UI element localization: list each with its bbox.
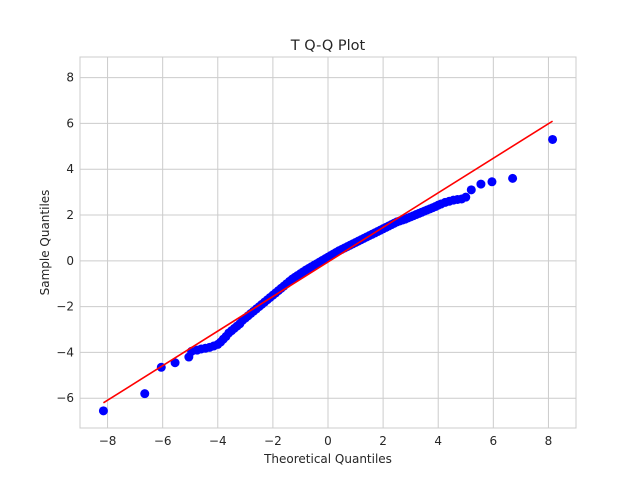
x-tick-label: −4 (209, 434, 227, 448)
sample-point (98, 406, 108, 416)
sample-point (548, 134, 558, 144)
x-axis-label: Theoretical Quantiles (263, 452, 392, 466)
x-tick-labels: −8 −6 −4 −2 0 2 4 6 8 (99, 434, 553, 448)
x-tick-label: 8 (545, 434, 553, 448)
sample-point (508, 173, 518, 183)
y-tick-label: −2 (56, 300, 74, 314)
x-tick-label: −6 (154, 434, 172, 448)
y-tick-label: 8 (66, 71, 74, 85)
reference-line (102, 120, 554, 404)
x-tick-label: −8 (99, 434, 117, 448)
reference-line-group (102, 120, 554, 404)
sample-point (466, 185, 476, 195)
y-tick-label: 0 (66, 254, 74, 268)
chart-title: T Q-Q Plot (290, 38, 366, 54)
y-tick-label: −4 (56, 345, 74, 359)
x-grid-lines (107, 57, 549, 428)
sample-point (476, 179, 486, 189)
sample-point (170, 358, 180, 368)
y-tick-label: 4 (66, 162, 74, 176)
x-tick-label: 2 (379, 434, 387, 448)
x-tick-label: −2 (264, 434, 282, 448)
x-tick-label: 4 (434, 434, 442, 448)
plot-frame (79, 56, 577, 429)
y-axis-label: Sample Quantiles (38, 190, 52, 296)
y-tick-label: 2 (66, 208, 74, 222)
x-tick-label: 6 (490, 434, 498, 448)
y-tick-label: 6 (66, 116, 74, 130)
sample-point (461, 192, 471, 202)
x-tick-label: 0 (324, 434, 332, 448)
y-tick-label: −6 (56, 391, 74, 405)
y-grid-lines (80, 77, 576, 399)
sample-point (487, 177, 497, 187)
sample-point (140, 389, 150, 399)
y-tick-labels: −6 −4 −2 0 2 4 6 8 (56, 71, 74, 406)
